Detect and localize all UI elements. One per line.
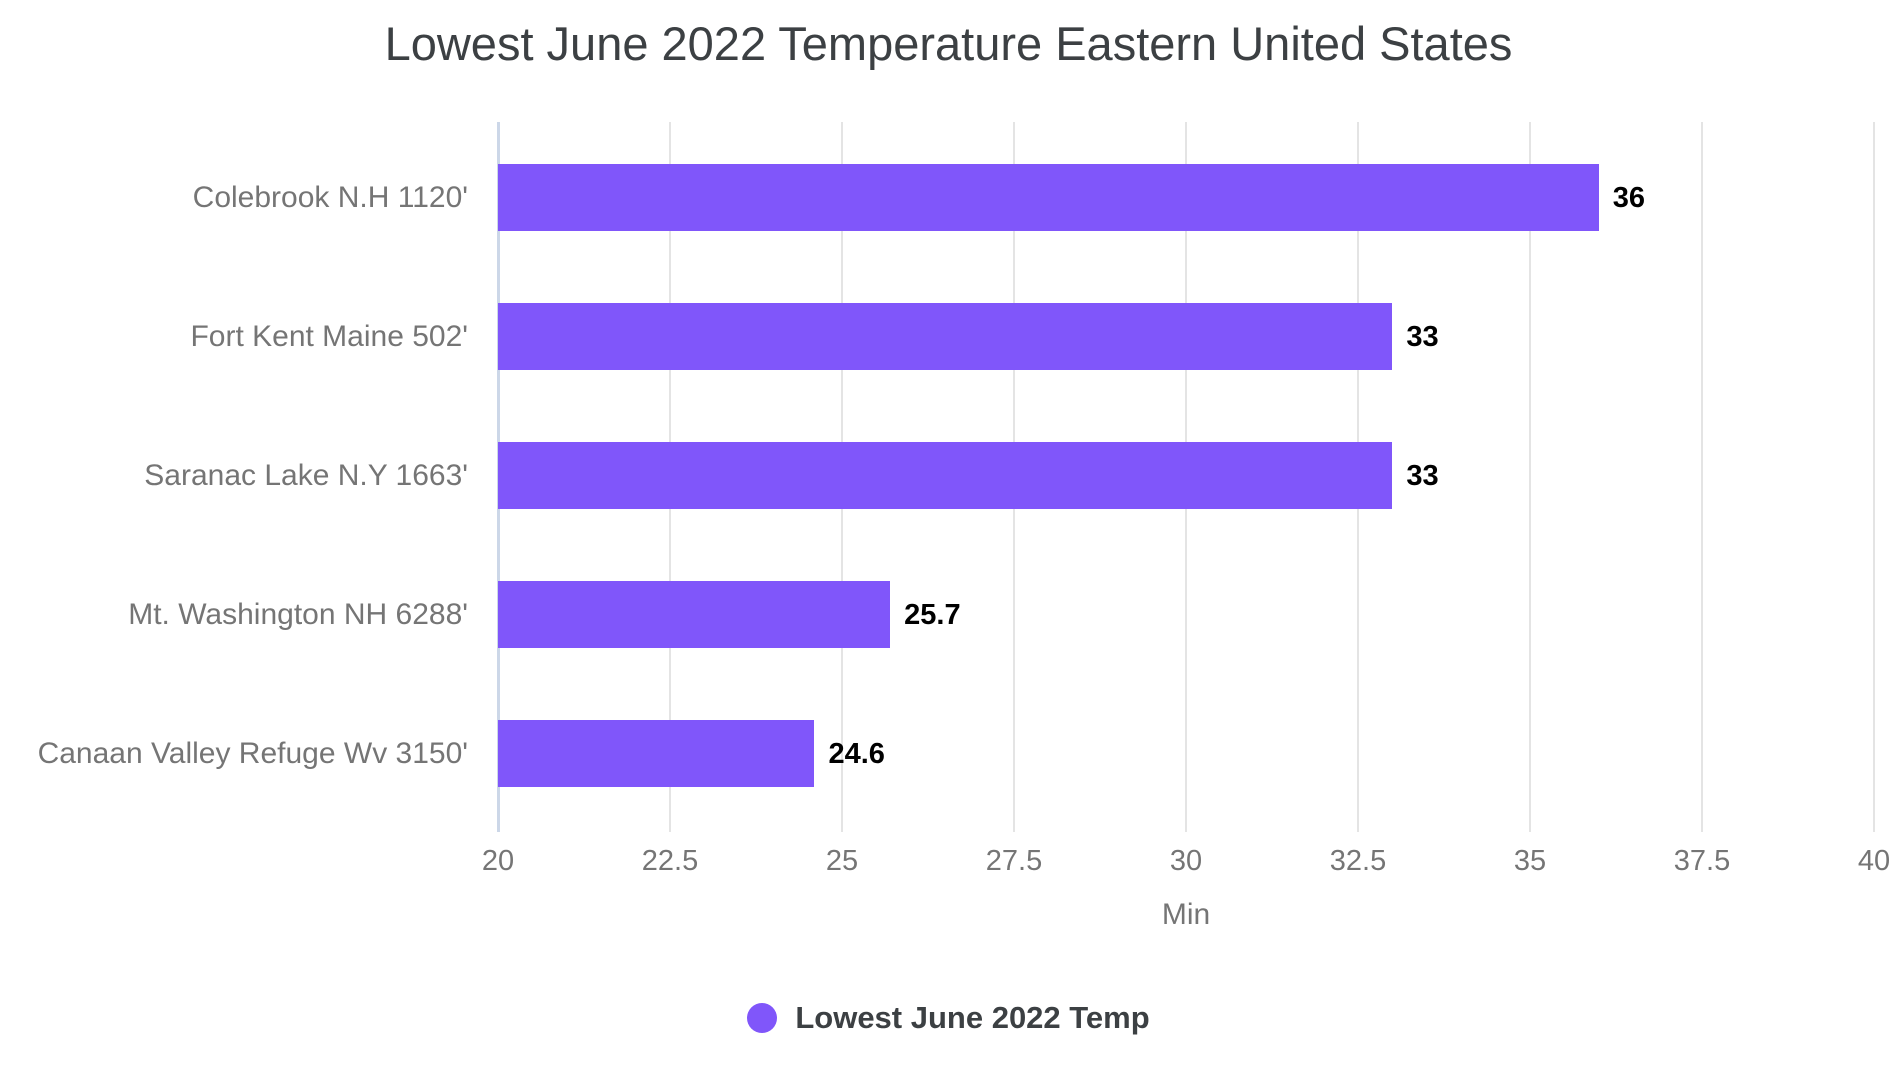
category-label: Mt. Washington NH 6288': [128, 597, 468, 631]
bar[interactable]: [498, 720, 815, 787]
x-tick-label: 22.5: [641, 845, 699, 877]
x-tick-label: 35: [1513, 845, 1547, 877]
x-tick-label: 40: [1857, 845, 1891, 877]
category-label: Fort Kent Maine 502': [190, 319, 468, 353]
bar[interactable]: [498, 581, 891, 648]
value-label: 25.7: [904, 598, 961, 631]
legend[interactable]: Lowest June 2022 Temp: [0, 995, 1897, 1041]
legend-marker-icon: [747, 1003, 778, 1033]
chart-title: Lowest June 2022 Temperature Eastern Uni…: [384, 17, 1513, 70]
x-tick-label: 27.5: [985, 845, 1043, 877]
x-axis-title: Min: [1161, 898, 1211, 931]
gridline: [1873, 122, 1875, 832]
category-label: Colebrook N.H 1120': [192, 180, 468, 214]
value-label: 24.6: [828, 737, 885, 770]
gridline: [1529, 122, 1531, 832]
bar[interactable]: [498, 164, 1599, 231]
value-label: 33: [1406, 459, 1439, 492]
gridline: [1701, 122, 1703, 832]
x-tick-label: 30: [1169, 845, 1203, 877]
category-label: Saranac Lake N.Y 1663': [144, 458, 468, 492]
x-tick-label: 20: [481, 845, 515, 877]
value-label: 33: [1406, 320, 1439, 353]
x-tick-label: 37.5: [1673, 845, 1731, 877]
bar[interactable]: [498, 442, 1393, 509]
legend-label: Lowest June 2022 Temp: [795, 1000, 1150, 1035]
category-label: Canaan Valley Refuge Wv 3150': [37, 736, 468, 770]
x-tick-label: 25: [825, 845, 859, 877]
x-tick-label: 32.5: [1329, 845, 1387, 877]
bar[interactable]: [498, 303, 1393, 370]
value-label: 36: [1612, 181, 1646, 214]
